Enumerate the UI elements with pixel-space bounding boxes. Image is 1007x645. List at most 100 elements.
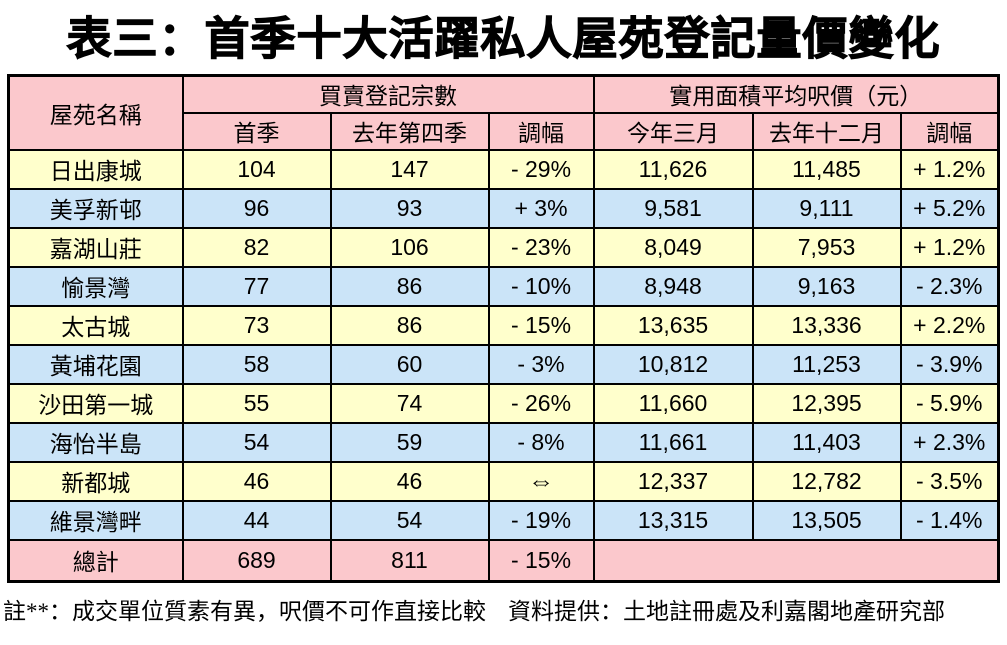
q1-registrations-cell: 73 xyxy=(181,304,332,346)
total-row: 總計 689 811 - 15% xyxy=(7,538,1000,583)
q4-registrations-cell: 106 xyxy=(329,226,490,268)
estate-name-cell: 沙田第一城 xyxy=(7,382,184,424)
sub-header-row: 首季 去年第四季 調幅 今年三月 去年十二月 調幅 xyxy=(9,111,1000,151)
december-price-cell: 9,163 xyxy=(751,265,902,307)
q1-registrations-cell: 46 xyxy=(181,460,332,502)
registrations-change-cell: - 29% xyxy=(487,148,595,190)
price-change-cell: - 1.4% xyxy=(899,499,1000,541)
q4-registrations-cell: 46 xyxy=(329,460,490,502)
estate-row: 嘉湖山莊 82 106 - 23% 8,049 7,953 + 1.2% xyxy=(7,226,1000,268)
registrations-change-cell: + 3% xyxy=(487,187,595,229)
december-price-cell: 12,395 xyxy=(751,382,902,424)
total-q4-registrations-cell: 811 xyxy=(329,538,490,583)
march-header: 今年三月 xyxy=(592,111,754,151)
estate-name-header: 屋苑名稱 xyxy=(7,74,184,151)
q1-header: 首季 xyxy=(181,111,332,151)
last-q4-header: 去年第四季 xyxy=(329,111,490,151)
price-change-header: 調幅 xyxy=(899,111,1000,151)
price-change-cell: - 2.3% xyxy=(899,265,1000,307)
registrations-change-cell: - 26% xyxy=(487,382,595,424)
estate-row: 海怡半島 54 59 - 8% 11,661 11,403 + 2.3% xyxy=(7,421,1000,463)
total-registrations-change-cell: - 15% xyxy=(487,538,595,583)
march-price-cell: 8,948 xyxy=(592,265,754,307)
q4-registrations-cell: 60 xyxy=(329,343,490,385)
no-change-arrow-icon: ⇔ xyxy=(487,460,595,502)
estate-row: 新都城 46 46 ⇔ 12,337 12,782 - 3.5% xyxy=(7,460,1000,502)
group-header-row: 屋苑名稱 買賣登記宗數 實用面積平均呎價（元） xyxy=(7,74,1000,151)
price-change-cell: - 5.9% xyxy=(899,382,1000,424)
price-change-cell: + 2.2% xyxy=(899,304,1000,346)
q4-registrations-cell: 86 xyxy=(329,304,490,346)
registrations-change-cell: - 10% xyxy=(487,265,595,307)
q1-registrations-cell: 44 xyxy=(181,499,332,541)
estate-name-cell: 海怡半島 xyxy=(7,421,184,463)
march-price-cell: 9,581 xyxy=(592,187,754,229)
estate-name-cell: 日出康城 xyxy=(7,148,184,190)
price-group-header: 實用面積平均呎價（元） xyxy=(592,74,1000,114)
estate-name-cell: 嘉湖山莊 xyxy=(7,226,184,268)
q1-registrations-cell: 55 xyxy=(181,382,332,424)
price-change-cell: + 2.3% xyxy=(899,421,1000,463)
estate-row: 黃埔花園 58 60 - 3% 10,812 11,253 - 3.9% xyxy=(7,343,1000,385)
registrations-change-cell: - 3% xyxy=(487,343,595,385)
total-q1-registrations-cell: 689 xyxy=(181,538,332,583)
q1-registrations-cell: 96 xyxy=(181,187,332,229)
estate-row: 日出康城 104 147 - 29% 11,626 11,485 + 1.2% xyxy=(7,148,1000,190)
estate-name-cell: 愉景灣 xyxy=(7,265,184,307)
december-price-cell: 12,782 xyxy=(751,460,902,502)
q4-registrations-cell: 93 xyxy=(329,187,490,229)
estate-name-cell: 新都城 xyxy=(7,460,184,502)
estate-name-cell: 美孚新邨 xyxy=(7,187,184,229)
estates-data-table: 屋苑名稱 買賣登記宗數 實用面積平均呎價（元） 首季 去年第四季 調幅 今年三月… xyxy=(7,74,1000,583)
page-title: 表三：首季十大活躍私人屋苑登記量價變化 xyxy=(66,13,941,65)
q1-registrations-cell: 77 xyxy=(181,265,332,307)
q1-registrations-cell: 104 xyxy=(181,148,332,190)
estate-row: 美孚新邨 96 93 + 3% 9,581 9,111 + 5.2% xyxy=(7,187,1000,229)
estate-row: 維景灣畔 44 54 - 19% 13,315 13,505 - 1.4% xyxy=(7,499,1000,541)
q4-registrations-cell: 74 xyxy=(329,382,490,424)
march-price-cell: 13,635 xyxy=(592,304,754,346)
price-change-cell: - 3.5% xyxy=(899,460,1000,502)
price-change-cell: - 3.9% xyxy=(899,343,1000,385)
redacted-black-cell xyxy=(592,538,1000,583)
march-price-cell: 8,049 xyxy=(592,226,754,268)
last-december-header: 去年十二月 xyxy=(751,111,902,151)
estate-row: 沙田第一城 55 74 - 26% 11,660 12,395 - 5.9% xyxy=(7,382,1000,424)
registrations-change-cell: - 8% xyxy=(487,421,595,463)
december-price-cell: 13,505 xyxy=(751,499,902,541)
december-price-cell: 7,953 xyxy=(751,226,902,268)
q1-registrations-cell: 58 xyxy=(181,343,332,385)
march-price-cell: 11,661 xyxy=(592,421,754,463)
march-price-cell: 11,660 xyxy=(592,382,754,424)
registrations-group-header: 買賣登記宗數 xyxy=(181,74,595,114)
price-change-cell: + 5.2% xyxy=(899,187,1000,229)
footnote-source: 資料提供：土地註冊處及利嘉閣地產研究部 xyxy=(508,599,945,624)
december-price-cell: 9,111 xyxy=(751,187,902,229)
march-price-cell: 13,315 xyxy=(592,499,754,541)
march-price-cell: 11,626 xyxy=(592,148,754,190)
footnote-note: 註**：成交單位質素有異，呎價不可作直接比較 xyxy=(3,599,486,624)
q4-registrations-cell: 59 xyxy=(329,421,490,463)
q1-registrations-cell: 54 xyxy=(181,421,332,463)
total-label-cell: 總計 xyxy=(7,538,184,583)
registrations-change-cell: - 19% xyxy=(487,499,595,541)
registrations-change-cell: - 15% xyxy=(487,304,595,346)
registrations-change-header: 調幅 xyxy=(487,111,595,151)
q1-registrations-cell: 82 xyxy=(181,226,332,268)
estate-name-cell: 黃埔花園 xyxy=(7,343,184,385)
estate-name-cell: 維景灣畔 xyxy=(7,499,184,541)
q4-registrations-cell: 86 xyxy=(329,265,490,307)
estate-name-cell: 太古城 xyxy=(7,304,184,346)
q4-registrations-cell: 147 xyxy=(329,148,490,190)
march-price-cell: 10,812 xyxy=(592,343,754,385)
price-change-cell: + 1.2% xyxy=(899,148,1000,190)
december-price-cell: 13,336 xyxy=(751,304,902,346)
estate-row: 太古城 73 86 - 15% 13,635 13,336 + 2.2% xyxy=(7,304,1000,346)
estate-row: 愉景灣 77 86 - 10% 8,948 9,163 - 2.3% xyxy=(7,265,1000,307)
march-price-cell: 12,337 xyxy=(592,460,754,502)
q4-registrations-cell: 54 xyxy=(329,499,490,541)
december-price-cell: 11,253 xyxy=(751,343,902,385)
december-price-cell: 11,403 xyxy=(751,421,902,463)
december-price-cell: 11,485 xyxy=(751,148,902,190)
registrations-change-cell: - 23% xyxy=(487,226,595,268)
